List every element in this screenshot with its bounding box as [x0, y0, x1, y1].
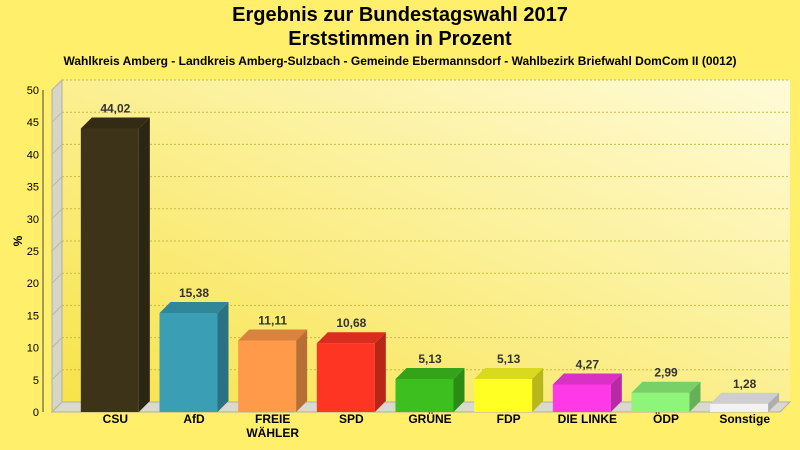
side-gridline [51, 79, 63, 91]
x-tick-label: GRÜNE [408, 411, 451, 426]
bar-value-label: 10,68 [336, 316, 366, 330]
bar-side [138, 117, 150, 412]
bar-top [316, 332, 386, 344]
side-gridline [51, 401, 63, 413]
bar-value-label: 2,99 [654, 366, 678, 380]
bar-front [316, 343, 375, 412]
side-gridline [51, 369, 63, 381]
bar-value-label: 15,38 [179, 286, 209, 300]
side-gridline [51, 176, 63, 187]
x-tick-label: DIE LINKE [558, 412, 617, 426]
y-tick-label: 35 [27, 182, 39, 194]
bar-top [552, 373, 622, 385]
side-gridline [51, 272, 63, 284]
bar-front [238, 340, 297, 412]
side-gridline [51, 240, 63, 252]
bar-value-label: 5,13 [497, 352, 521, 366]
bar-value-label: 4,27 [576, 358, 600, 372]
bar-value-label: 1,28 [733, 377, 757, 391]
bar-front [710, 403, 769, 412]
bar-top [474, 367, 544, 379]
bar-front [631, 392, 690, 412]
bar-value-label: 5,13 [418, 352, 442, 366]
bar-side [217, 301, 229, 412]
y-tick-label: 25 [27, 246, 39, 258]
bar [159, 301, 229, 412]
bar-front [552, 384, 611, 412]
bar-top [80, 117, 150, 129]
chart-subtitle: Erststimmen in Prozent [288, 28, 512, 50]
bar-top [631, 381, 701, 393]
x-tick-label: ÖDP [653, 411, 679, 426]
x-tick-label: FDP [497, 412, 521, 426]
bar-value-label: 11,11 [258, 313, 287, 327]
bar-top [238, 329, 308, 341]
bar [395, 367, 465, 412]
y-tick-label: 20 [27, 278, 39, 290]
bar-front [80, 128, 139, 412]
bar-front [474, 378, 533, 412]
side-gridline [51, 305, 63, 316]
side-gridline [51, 144, 63, 155]
x-tick-label: SPD [339, 412, 364, 426]
x-tick-label: CSU [103, 412, 128, 426]
bar [474, 367, 544, 412]
bar-top [710, 392, 780, 404]
side-gridline [51, 337, 63, 348]
bar [316, 332, 386, 412]
bar-front [159, 312, 218, 412]
side-gridline [51, 208, 63, 220]
y-tick-label: 40 [27, 149, 39, 161]
bar [238, 329, 308, 412]
bar [710, 392, 780, 412]
x-tick-label: FREIE [255, 412, 290, 426]
y-tick-label: 50 [27, 85, 39, 97]
y-tick-label: 10 [27, 343, 39, 355]
bar-side [374, 332, 386, 412]
bar-top [395, 367, 465, 379]
y-tick-label: 15 [27, 310, 39, 322]
bar-side [610, 373, 622, 412]
bar [631, 381, 701, 412]
bar-side [453, 367, 465, 412]
bar-value-label: 44,02 [100, 102, 130, 116]
y-tick-label: 5 [33, 375, 39, 387]
bar-side [689, 381, 701, 412]
y-tick-label: 45 [27, 117, 39, 129]
x-tick-label: Sonstige [719, 412, 770, 426]
y-axis-label: % [11, 235, 25, 246]
bar-side [768, 392, 780, 412]
bar-side [296, 329, 308, 412]
bar [552, 373, 622, 412]
bar-top [159, 301, 229, 313]
y-tick-label: 30 [27, 214, 39, 226]
side-gridline [51, 111, 63, 123]
bar-front [395, 378, 454, 412]
bar-side [532, 367, 544, 412]
y-tick-label: 0 [33, 407, 39, 419]
x-tick-label: WÄHLER [246, 425, 299, 440]
bar [80, 117, 150, 412]
chart-title: Ergebnis zur Bundestagswahl 2017 [232, 4, 568, 26]
x-tick-label: AfD [183, 412, 205, 426]
chart-caption: Wahlkreis Amberg - Landkreis Amberg-Sulz… [63, 54, 737, 68]
